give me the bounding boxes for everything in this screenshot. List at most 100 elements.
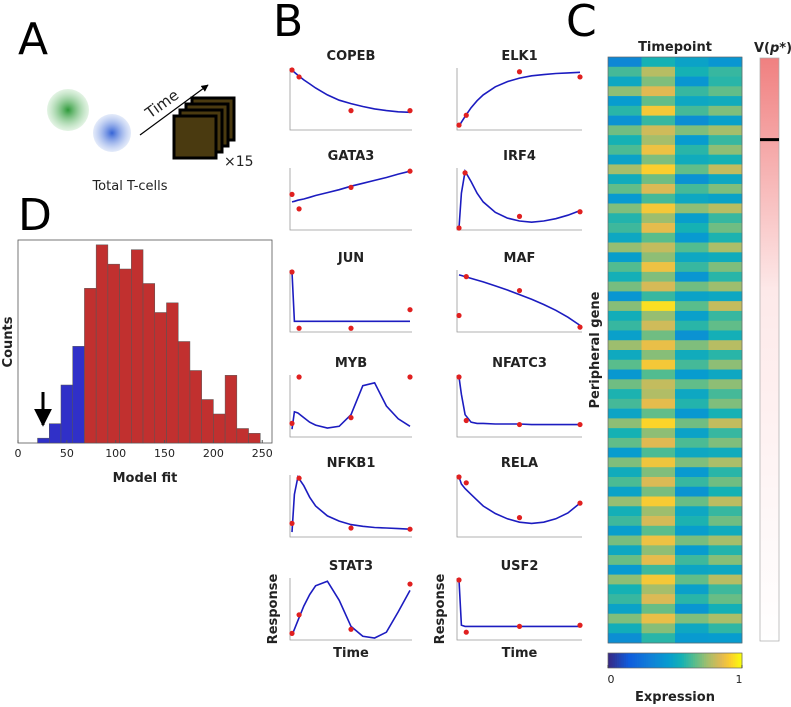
heatmap-cell [675, 281, 709, 292]
heatmap-cell [675, 86, 709, 97]
bar [72, 346, 85, 444]
colorbar-segment [697, 653, 700, 668]
colorbar-segment [643, 653, 647, 668]
heatmap-cell [708, 66, 743, 77]
colorbar-segment [730, 653, 734, 668]
data-point [296, 206, 302, 212]
heatmap-cell [641, 164, 676, 175]
heatmap-cell [675, 545, 709, 556]
axis-line [456, 68, 582, 131]
heatmap-cell [675, 164, 709, 175]
heatmap-cell [675, 428, 709, 439]
heatmap-cell [708, 486, 743, 497]
colorbar-segment [634, 653, 638, 668]
data-point [577, 209, 583, 215]
heatmap-cell [708, 213, 743, 224]
heatmap-cell [608, 310, 642, 321]
colorbar-segment [686, 653, 689, 668]
heatmap-cell [675, 496, 709, 507]
heatmap-cell [675, 252, 709, 263]
heatmap-cell [608, 584, 642, 595]
heatmap-cell [708, 525, 743, 536]
heatmap-cell [608, 86, 642, 97]
heatmap-cell [641, 623, 676, 634]
heatmap-cell [675, 135, 709, 146]
colorbar-segment [650, 653, 654, 668]
heatmap-cell [641, 223, 676, 234]
cell [93, 114, 131, 152]
heatmap-cell [608, 555, 642, 566]
data-point [463, 629, 469, 635]
bar [248, 433, 261, 444]
heatmap-cell [675, 232, 709, 243]
heatmap-cell [675, 66, 709, 77]
heatmap-cell [708, 457, 743, 468]
heatmap-cell [641, 633, 676, 644]
side-bar-label-part: V( [754, 41, 770, 56]
heatmap-cell [608, 350, 642, 361]
x-axis-label: Model fit [113, 471, 178, 486]
colorbar-segment [679, 653, 683, 668]
heatmap-cell [641, 486, 676, 497]
heatmap-cell [608, 320, 642, 331]
bar [95, 244, 109, 444]
bar [189, 370, 202, 444]
heatmap-cell [675, 457, 709, 468]
bar [177, 341, 191, 444]
colorbar-segment [717, 653, 721, 668]
heatmap-cell [708, 408, 743, 419]
plot-title: MYB [335, 356, 367, 371]
colorbar-segment [652, 653, 656, 668]
heatmap-cell [708, 271, 743, 282]
panel-letter: C [566, 0, 597, 47]
heatmap-cell [675, 555, 709, 566]
colorbar-segment [630, 653, 633, 668]
colorbar-segment [681, 653, 685, 668]
axis-line [289, 168, 412, 231]
heatmap-cell [708, 574, 743, 585]
heatmap-cell [608, 594, 642, 605]
heatmap-cell [641, 193, 676, 204]
heatmap-cell [675, 193, 709, 204]
axis-line [456, 270, 582, 333]
heatmap-cell [608, 408, 642, 419]
bar [37, 437, 50, 444]
heatmap-cell [708, 115, 743, 126]
plot-title: STAT3 [329, 559, 373, 574]
data-point [456, 577, 462, 583]
colorbar-segment [608, 653, 611, 668]
heatmap-cell [675, 76, 709, 87]
caption: Total T-cells [91, 179, 167, 194]
heatmap-cell [708, 232, 743, 243]
x-tick-label: 0 [15, 447, 22, 460]
heatmap-cell [708, 340, 743, 351]
heatmap-cell [641, 232, 676, 243]
heatmap-cell [608, 476, 642, 488]
side-bar-label-part: p* [769, 41, 786, 56]
heatmap-cell [708, 96, 743, 107]
colorbar-segment [677, 653, 680, 668]
bar [119, 268, 132, 444]
axis-line [289, 270, 412, 333]
data-point [289, 520, 295, 527]
heatmap-cell [641, 183, 676, 195]
heatmap-cell [641, 584, 676, 595]
colorbar-segment [708, 653, 712, 668]
fit-line [458, 476, 581, 525]
heatmap-cell [608, 340, 642, 351]
heatmap-cell [641, 252, 676, 263]
heatmap-cell [608, 389, 642, 400]
heatmap-cell [641, 555, 676, 566]
heatmap-cell [675, 476, 709, 488]
bar [213, 413, 226, 444]
data-point [407, 526, 413, 532]
heatmap-cell [608, 516, 642, 527]
side-bar-label-part: ) [786, 41, 791, 56]
side-bar [759, 57, 780, 642]
colorbar-segment [712, 653, 716, 668]
colorbar-segment [699, 653, 703, 668]
data-point [407, 374, 413, 380]
heatmap-cell [708, 174, 743, 185]
heatmap-cell [641, 320, 676, 331]
plot-title: NFKB1 [327, 456, 376, 471]
